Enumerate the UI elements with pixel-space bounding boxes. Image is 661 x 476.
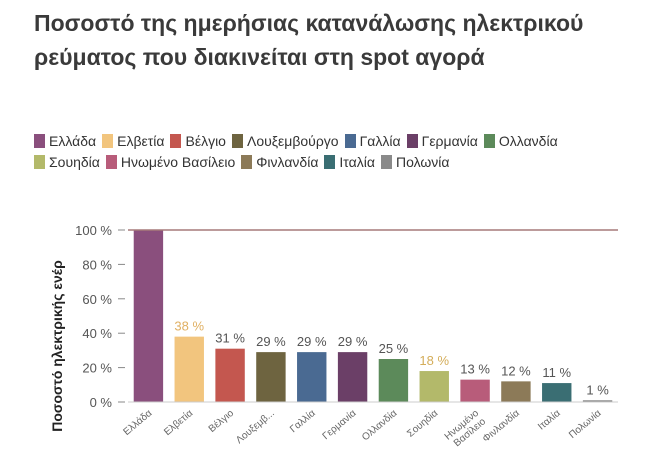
legend-swatch: [34, 155, 45, 169]
data-label: 29 %: [256, 334, 286, 349]
chart-legend: Ελλάδα Ελβετία Βέλγιο Λουξεμβούργο Γαλλία Γερ…: [34, 131, 634, 173]
x-tick-label: Πολωνία: [566, 407, 603, 441]
x-tick-label: Βέλγιο: [206, 407, 236, 435]
y-tick-label: 100 %: [75, 223, 112, 238]
y-axis-label: Ποσοστό ηλεκτρικής ενέρ: [49, 260, 65, 432]
x-tick-label: Λουξεμβ...: [234, 408, 277, 446]
bar-ολλανδία: [378, 359, 409, 402]
x-tick-label: Ιταλία: [536, 407, 563, 433]
data-label: 18 %: [419, 353, 449, 368]
legend-item-10[interactable]: Ιταλία: [324, 152, 375, 173]
data-label: 13 %: [460, 362, 490, 377]
legend-item-3[interactable]: Λουξεμβούργο: [231, 131, 339, 152]
legend-label: Βέλγιο: [185, 133, 226, 149]
y-tick-label: 0 %: [90, 395, 113, 410]
bar-ελβετία: [174, 336, 204, 402]
legend-swatch: [344, 134, 356, 148]
legend-label: Πολωνία: [395, 154, 450, 170]
bar-λουξεμβούργο: [256, 352, 286, 402]
x-tick-label: Ελλάδα: [121, 407, 155, 438]
legend-item-8[interactable]: Ηνωμένο Βασίλειο: [105, 152, 236, 173]
data-label: 29 %: [297, 334, 327, 349]
x-tick-label: Γερμανία: [320, 407, 359, 442]
legend-label: Ιταλία: [339, 154, 375, 170]
chart-title: Ποσοστό της ημερήσιας κατανάλωσης ηλεκτρ…: [34, 10, 584, 70]
legend-swatch: [34, 134, 45, 148]
legend-swatch: [105, 155, 117, 169]
data-label: 12 %: [501, 363, 531, 378]
legend-label: Ελβετία: [117, 133, 165, 149]
legend-label: Φινλανδία: [256, 154, 319, 170]
bar-φινλανδία: [501, 381, 531, 402]
data-label: 38 %: [174, 319, 204, 334]
legend-label: Λουξεμβούργο: [246, 133, 339, 149]
legend-swatch: [380, 155, 392, 169]
data-label: 1 %: [586, 382, 609, 397]
x-tick-label: Γαλλία: [288, 407, 318, 435]
x-tick-label: Ολλανδία: [359, 407, 399, 443]
bar-γαλλία: [297, 352, 327, 402]
bar-βέλγιο: [215, 348, 245, 402]
legend-swatch: [324, 155, 336, 169]
legend-label: Γαλλία: [359, 133, 401, 149]
legend-swatch: [483, 134, 495, 148]
y-tick-label: 20 %: [82, 361, 112, 376]
data-label: 25 %: [379, 341, 409, 356]
legend-swatch: [102, 134, 114, 148]
bar-ηνωμένο-βασίλειο: [460, 379, 490, 402]
y-tick-label: 40 %: [82, 326, 112, 341]
x-tick-label: Σουηδία: [405, 407, 441, 440]
legend-label: Γερμανία: [421, 133, 478, 149]
legend-item-1[interactable]: Ελβετία: [102, 131, 164, 152]
legend-label: Σουηδία: [49, 154, 100, 170]
legend-item-9[interactable]: Φινλανδία: [241, 152, 318, 173]
legend-item-2[interactable]: Βέλγιο: [170, 131, 226, 152]
legend-item-0[interactable]: Ελλάδα: [34, 131, 96, 152]
legend-item-5[interactable]: Γερμανία: [406, 131, 478, 152]
legend-item-7[interactable]: Σουηδία: [34, 152, 100, 173]
legend-swatch: [231, 134, 243, 148]
bar-πολωνία: [582, 400, 613, 402]
data-label: 11 %: [542, 365, 571, 380]
legend-swatch: [170, 134, 182, 148]
legend-item-6[interactable]: Ολλανδία: [483, 131, 558, 152]
bar-σουηδία: [419, 371, 449, 402]
legend-item-4[interactable]: Γαλλία: [344, 131, 401, 152]
legend-swatch: [406, 134, 418, 148]
legend-label: Ολλανδία: [498, 133, 558, 149]
x-tick-label: Ελβετία: [162, 407, 196, 438]
bar-ελλάδα: [133, 230, 164, 402]
legend-label: Ελλάδα: [49, 133, 97, 149]
data-label: 29 %: [338, 334, 368, 349]
y-tick-label: 60 %: [82, 292, 112, 307]
y-tick-label: 80 %: [82, 257, 112, 272]
x-tick-label: ΗνωμένοΒασίλειο: [442, 407, 488, 451]
bar-ιταλία: [542, 383, 572, 402]
data-label: 31 %: [215, 331, 245, 346]
legend-item-11[interactable]: Πολωνία: [380, 152, 450, 173]
bar-γερμανία: [337, 352, 368, 402]
legend-swatch: [241, 155, 253, 169]
legend-label: Ηνωμένο Βασίλειο: [120, 154, 236, 170]
